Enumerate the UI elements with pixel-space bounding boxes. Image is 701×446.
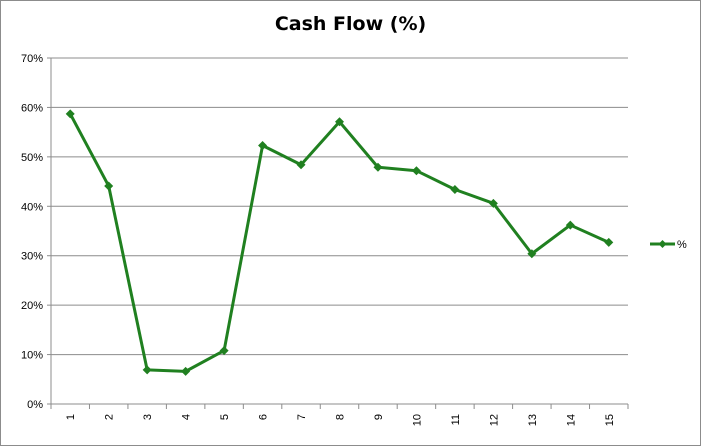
x-tick-label: 7: [296, 414, 308, 420]
legend: %: [650, 239, 687, 251]
data-point: [565, 220, 575, 230]
data-point: [104, 181, 114, 191]
y-tick-label: 30%: [21, 251, 43, 263]
axes: 0%10%20%30%40%50%60%70%1 2 3 4 5 6 7 8 9 10 11 12 13…: [21, 53, 629, 426]
y-tick-label: 60%: [21, 102, 43, 114]
data-point: [142, 365, 152, 375]
legend-label: %: [677, 239, 687, 251]
series-line: [68, 113, 610, 373]
data-point: [450, 184, 460, 194]
x-tick-label: 1: [65, 414, 77, 420]
x-tick-label: 2: [104, 414, 116, 420]
x-tick-label: 14: [565, 414, 577, 426]
data-point: [411, 166, 421, 176]
data-point: [258, 140, 268, 150]
y-tick-label: 50%: [21, 152, 43, 164]
y-tick-label: 70%: [21, 53, 43, 65]
x-tick-label: 5: [219, 414, 231, 420]
data-point: [604, 237, 614, 247]
x-tick-label: 12: [488, 414, 500, 426]
series-layer: [65, 109, 614, 376]
data-point: [296, 160, 306, 170]
data-point: [219, 346, 229, 356]
y-tick-label: 20%: [21, 300, 43, 312]
y-tick-label: 0%: [27, 399, 43, 411]
gridlines: [51, 57, 628, 356]
x-tick-label: 15: [604, 414, 616, 426]
data-point: [181, 366, 191, 376]
y-tick-label: 40%: [21, 201, 43, 213]
data-point: [488, 198, 498, 208]
data-point: [527, 249, 537, 259]
x-tick-label: 3: [142, 414, 154, 420]
data-point: [65, 109, 75, 119]
data-point: [335, 117, 344, 127]
y-tick-label: 10%: [21, 350, 43, 362]
data-point: [373, 162, 383, 172]
x-tick-label: 9: [373, 414, 385, 420]
x-tick-label: 13: [527, 414, 539, 426]
x-tick-label: 8: [335, 414, 347, 420]
x-tick-label: 11: [450, 414, 462, 425]
x-tick-label: 4: [181, 414, 193, 420]
x-tick-label: 10: [411, 414, 423, 426]
x-tick-label: 6: [258, 414, 270, 420]
legend-swatch-marker: [658, 240, 667, 248]
chart-title: Cash Flow (%): [274, 13, 427, 35]
